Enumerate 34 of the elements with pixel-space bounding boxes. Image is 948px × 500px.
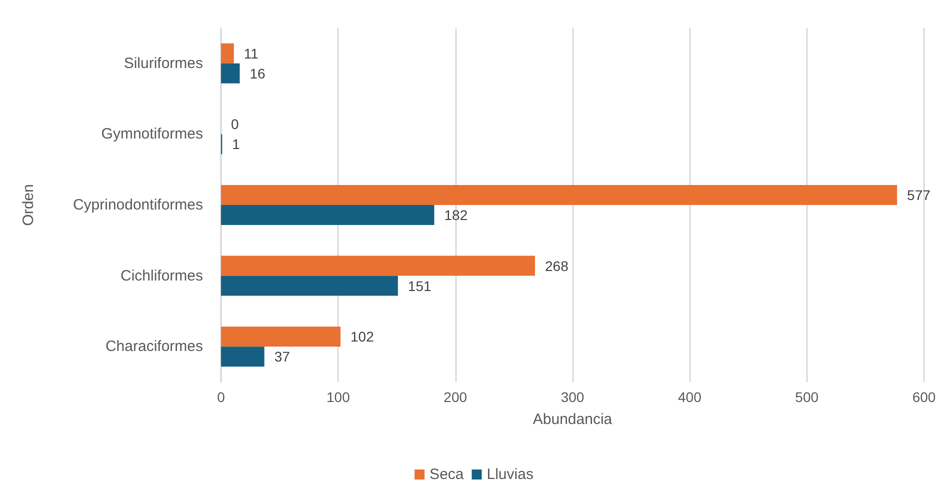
y-tick-label: Characiformes <box>105 338 203 356</box>
bar <box>221 205 434 225</box>
x-axis-title: Abundancia <box>532 411 613 428</box>
data-label: 0 <box>231 116 239 132</box>
bar <box>221 276 398 296</box>
bar <box>221 326 341 347</box>
data-label: 182 <box>444 207 468 223</box>
y-tick-label: Cichliformes <box>120 267 203 284</box>
y-tick-label: Cyprinodontiformes <box>72 196 203 214</box>
y-tick-label: Gymnotiformes <box>101 126 203 143</box>
data-label: 1 <box>232 136 240 152</box>
legend-label: Lluvias <box>486 466 534 483</box>
x-tick-label: 0 <box>217 389 226 405</box>
data-label: 102 <box>350 328 374 345</box>
bar <box>221 63 240 84</box>
bar <box>221 256 536 276</box>
bar <box>221 346 264 367</box>
y-tick-label: Siluriformes <box>124 54 203 72</box>
x-tick-label: 100 <box>326 389 350 405</box>
data-label: 151 <box>408 278 432 294</box>
x-tick-label: 500 <box>795 389 819 405</box>
data-label: 11 <box>244 45 259 62</box>
x-tick-label: 600 <box>912 389 936 405</box>
legend-label: Seca <box>430 466 464 483</box>
data-label: 16 <box>250 65 266 82</box>
data-label: 577 <box>907 187 931 203</box>
bar <box>221 43 234 64</box>
x-tick-label: 200 <box>444 389 468 405</box>
x-tick-label: 300 <box>560 389 584 405</box>
y-axis-title: Orden <box>20 184 37 226</box>
data-label: 268 <box>545 258 569 274</box>
x-tick-label: 400 <box>678 389 702 405</box>
bar <box>221 185 898 205</box>
data-label: 37 <box>274 348 290 365</box>
